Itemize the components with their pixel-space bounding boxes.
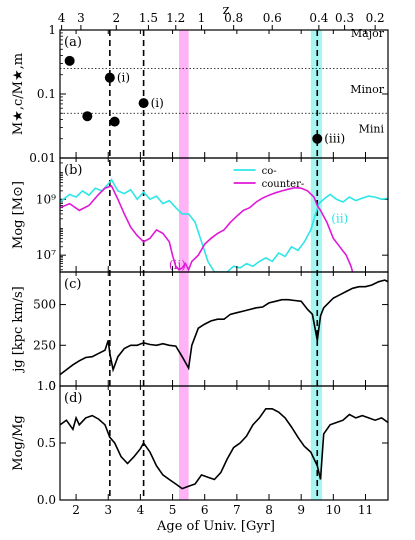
y-tick-label-b-1: 10⁹ [36, 192, 56, 206]
data-point-3 [109, 116, 120, 127]
panel-d: 0.0 0.5 1.0 Mog/Mg (d) [11, 379, 388, 507]
z-tick-label-10: 0.2 [366, 11, 385, 25]
panel-c: 0 250 500 jg [kpc km/s] (c) [11, 277, 388, 393]
point-label-2: (i) [117, 71, 130, 85]
legend-label-0: co- [262, 166, 277, 177]
panel-b: 10⁷ 10⁹ Mog [M⊙] co-counter- (ii) (ii) (b) [11, 162, 388, 272]
annotation-b-0: (ii) [331, 211, 348, 225]
x-tick-label-6: 8 [265, 503, 273, 517]
panel-frame-d [59, 385, 389, 501]
series-c-0 [60, 279, 388, 376]
series-b-0 [60, 178, 388, 272]
panels: 0.01 0.1 1 M★,c/M★,m Major Minor Mini (i) (i) (ii… [11, 23, 388, 507]
x-tick-label-5: 7 [233, 503, 241, 517]
y-tick-label-d-0: 0.0 [37, 493, 56, 507]
z-tick-label-3: 1.5 [139, 11, 158, 25]
data-point-0 [64, 55, 75, 66]
y-tick-label-c-0: 0 [48, 379, 56, 393]
x-tick-label-0: 2 [72, 503, 80, 517]
series-b-1 [60, 184, 354, 272]
z-tick-label-2: 2 [112, 11, 120, 25]
x-tick-label-1: 3 [104, 503, 112, 517]
top-axis-label: z [223, 3, 230, 18]
y-tick-label-c-1: 250 [33, 338, 56, 352]
x-tick-label-7: 9 [297, 503, 305, 517]
x-tick-label-9: 11 [358, 503, 373, 517]
y-tick-label-a-1: 0.1 [37, 87, 56, 101]
panel-frame-c [59, 271, 389, 387]
vertical-marker-lines [109, 30, 319, 500]
z-tick-label-6: 0.8 [224, 11, 243, 25]
y-axis-label-c: jg [kpc km/s] [11, 286, 26, 374]
data-point-4 [138, 98, 149, 109]
z-tick-label-4: 1.2 [166, 11, 185, 25]
panel-label-d: (d) [64, 391, 82, 406]
y-axis-label-b: Mog [M⊙] [11, 181, 26, 249]
ref-line-label-0: Major [351, 27, 385, 40]
z-tick-label-0: 4 [58, 11, 66, 25]
panel-a: 0.01 0.1 1 M★,c/M★,m Major Minor Mini (i) (i) (ii… [11, 23, 388, 165]
x-tick-label-8: 10 [326, 503, 341, 517]
ref-line-label-2: Mini [359, 122, 385, 135]
y-axis-label-a: M★,c/M★,m [11, 53, 26, 135]
y-tick-label-a-2: 1 [48, 23, 56, 37]
point-label-5: (iii) [324, 132, 345, 146]
panel-label-c: (c) [64, 277, 81, 292]
top-axis: z 4 3 2 1.5 1.2 1 0.8 0.6 0.4 0.3 0.2 [58, 3, 385, 30]
x-tick-label-4: 6 [201, 503, 209, 517]
shaded-band-1 [310, 30, 323, 500]
y-tick-label-b-0: 10⁷ [36, 248, 56, 262]
x-axis-label: Age of Univ. [Gyr] [156, 519, 275, 534]
legend-label-1: counter- [262, 179, 305, 190]
data-point-2 [104, 72, 115, 83]
y-tick-label-d-1: 0.5 [37, 436, 56, 450]
z-tick-label-7: 0.6 [263, 11, 282, 25]
z-tick-label-9: 0.3 [335, 11, 354, 25]
z-tick-label-1: 3 [77, 11, 85, 25]
panel-frames [59, 29, 389, 501]
y-tick-label-a-0: 0.01 [29, 151, 56, 165]
y-tick-label-c-2: 500 [33, 298, 56, 312]
z-tick-label-8: 0.4 [309, 11, 328, 25]
data-point-1 [82, 111, 93, 122]
panel-label-a: (a) [64, 35, 82, 50]
z-tick-label-5: 1 [198, 11, 206, 25]
y-tick-label-d-2: 1.0 [37, 379, 56, 393]
data-point-5 [312, 133, 323, 144]
ref-line-label-1: Minor [350, 83, 384, 96]
legend-b: co-counter- [233, 166, 305, 190]
point-label-4: (i) [151, 96, 164, 110]
panel-label-b: (b) [64, 163, 82, 178]
x-axis: Age of Univ. [Gyr] 2 3 4 5 6 7 8 9 10 11 [72, 503, 373, 534]
y-axis-label-d: Mog/Mg [11, 415, 26, 470]
x-tick-label-3: 5 [169, 503, 177, 517]
annotation-b-1: (ii) [169, 258, 186, 272]
series-d-0 [60, 408, 388, 490]
x-tick-label-2: 4 [137, 503, 145, 517]
